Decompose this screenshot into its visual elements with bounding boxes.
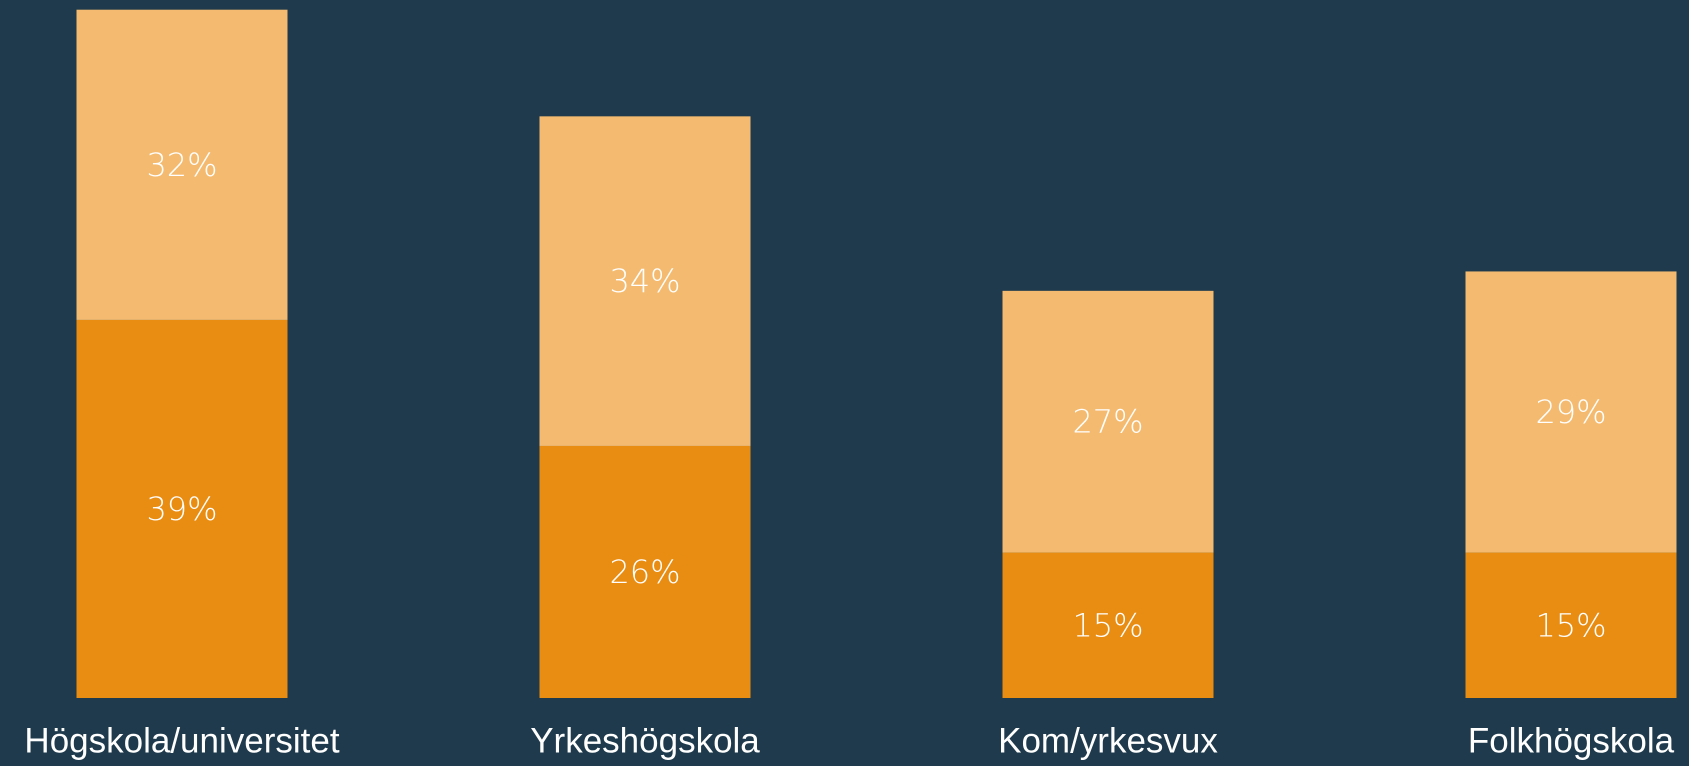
data-label: 27%: [1072, 403, 1143, 441]
data-label: 15%: [1535, 606, 1606, 644]
bar-segment: [76, 319, 288, 698]
x-tick-label: Kom/yrkesvux: [998, 721, 1218, 760]
bar-segment: [1465, 271, 1677, 553]
bar-segment: [539, 445, 751, 698]
data-label: 15%: [1072, 606, 1143, 644]
data-label: 39%: [146, 490, 217, 528]
bar-segment: [1002, 290, 1214, 553]
x-tick-label: Högskola/universitet: [24, 721, 339, 760]
x-tick-label: Yrkeshögskola: [530, 721, 760, 760]
data-label: 34%: [609, 262, 680, 300]
bar-segment: [1465, 552, 1677, 698]
data-label: 29%: [1535, 393, 1606, 431]
bar-segment: [539, 116, 751, 446]
bar-segment: [76, 9, 288, 320]
data-label: 26%: [609, 553, 680, 591]
data-label: 32%: [146, 146, 217, 184]
bar-segment: [1002, 552, 1214, 698]
x-tick-label: Folkhögskola: [1468, 721, 1675, 760]
